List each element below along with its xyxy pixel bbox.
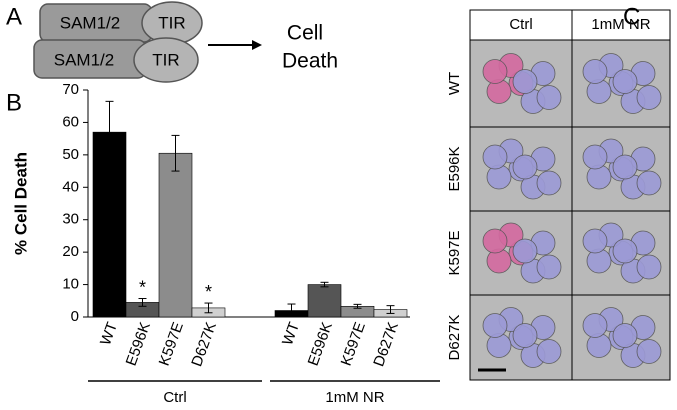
outcome-label: Death	[282, 50, 338, 73]
row-label: E596K	[446, 146, 463, 191]
row-label: WT	[446, 72, 463, 95]
y-tick-label: 40	[62, 178, 79, 195]
cell-body	[636, 254, 662, 280]
bar	[158, 152, 193, 318]
cell-body	[536, 339, 562, 364]
cell-body	[482, 228, 508, 254]
error-bar	[353, 303, 362, 309]
error-bar	[287, 303, 296, 318]
error-bar	[171, 134, 180, 172]
y-tick-label: 10	[62, 276, 79, 293]
cell-body	[482, 144, 508, 170]
cell-body	[536, 170, 562, 196]
error-bar	[320, 281, 329, 288]
domain-diagram	[33, 1, 203, 83]
cell-body	[582, 313, 608, 338]
significance-mark: *	[205, 282, 212, 302]
cell-body	[636, 85, 662, 110]
x-tick-label: K597E	[156, 320, 187, 368]
domain-label: TIR	[158, 13, 185, 32]
y-tick-label: 0	[71, 308, 79, 325]
y-tick-label: 30	[62, 211, 79, 228]
tir-domain	[133, 37, 199, 83]
domain-label: SAM1/2	[54, 50, 114, 69]
cell-body	[612, 323, 638, 348]
y-tick-label: 60	[62, 113, 79, 130]
x-tick-label: WT	[97, 320, 121, 348]
bar	[307, 284, 342, 318]
y-tick-label: 20	[62, 243, 79, 260]
column-label: 1mM NR	[591, 16, 650, 33]
x-tick-label: D627K	[370, 320, 402, 369]
cell-body	[582, 59, 608, 84]
cell-body	[636, 339, 662, 364]
row-label: D627K	[446, 315, 463, 361]
panel-label: B	[6, 89, 22, 116]
domain-label: TIR	[152, 50, 179, 69]
column-label: Ctrl	[509, 16, 532, 33]
error-bar	[105, 100, 114, 164]
x-tick-label: K597E	[338, 320, 369, 368]
group-label: 1mM NR	[325, 389, 384, 406]
image-panel: WT E596K K597E D627K Ctrl 1mM NR	[446, 9, 671, 381]
cell-body	[512, 238, 538, 264]
arrow-head	[252, 40, 262, 50]
cell-body	[536, 85, 562, 110]
domain-label: SAM1/2	[60, 13, 120, 32]
x-tick-label: E596K	[305, 320, 336, 368]
significance-mark: *	[139, 277, 146, 297]
cell-body	[536, 254, 562, 280]
x-tick-label: E596K	[123, 320, 154, 368]
cell-body	[512, 69, 538, 94]
error-bar	[204, 302, 213, 314]
group-label: Ctrl	[163, 389, 186, 406]
table-frame	[469, 9, 671, 381]
cell-body	[612, 154, 638, 180]
cell-body	[636, 170, 662, 196]
error-bar	[386, 305, 395, 314]
x-tick-label: WT	[279, 320, 303, 348]
cell-body	[482, 313, 508, 338]
error-bar	[138, 298, 147, 307]
row-label: K597E	[446, 230, 463, 275]
outcome-label: Cell	[287, 22, 323, 45]
cell-body	[612, 238, 638, 264]
panel-label: A	[6, 3, 22, 30]
cell-body	[582, 144, 608, 170]
y-tick-label: 70	[62, 81, 79, 98]
cell-body	[582, 228, 608, 254]
cell-body	[512, 154, 538, 180]
y-axis-label: % Cell Death	[11, 152, 30, 255]
cell-body	[612, 69, 638, 94]
cell-body	[482, 59, 508, 84]
cell-body	[512, 323, 538, 348]
x-tick-label: D627K	[188, 320, 220, 369]
y-tick-label: 50	[62, 146, 79, 163]
